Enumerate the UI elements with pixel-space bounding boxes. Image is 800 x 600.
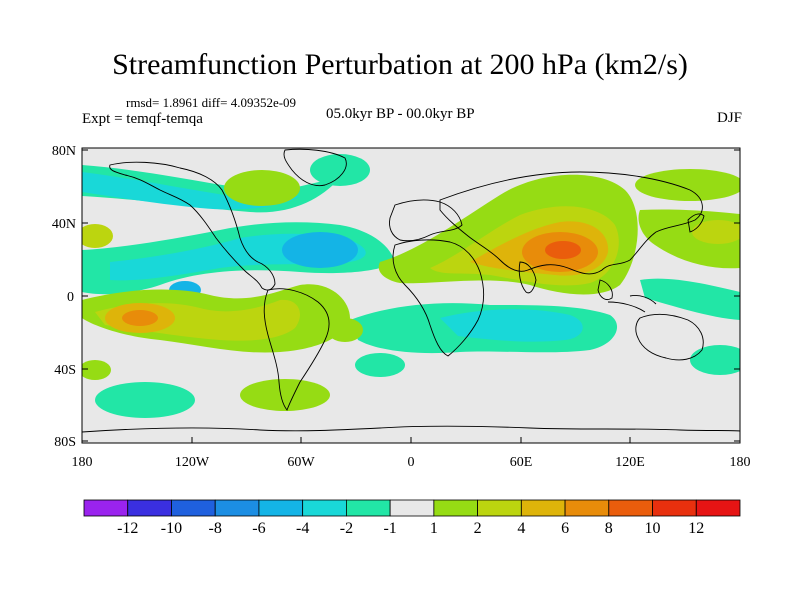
legend-swatch xyxy=(389,499,435,517)
legend-label: -12 xyxy=(117,520,138,537)
legend-swatch xyxy=(345,499,391,517)
season-label: DJF xyxy=(716,110,742,126)
y-tick-label: 40S xyxy=(54,363,76,378)
legend-swatch xyxy=(214,499,260,517)
y-tick-marks xyxy=(82,149,740,442)
legend-swatch xyxy=(608,499,653,517)
legend-label: 8 xyxy=(605,520,613,537)
legend-swatch xyxy=(302,499,347,517)
legend-label: 10 xyxy=(645,520,661,537)
figure-title: Streamfunction Perturbation at 200 hPa (… xyxy=(112,48,688,81)
legend-label: -6 xyxy=(252,520,265,537)
y-tick-label: 80S xyxy=(54,435,76,450)
x-tick-label: 180 xyxy=(72,455,93,470)
legend-swatch xyxy=(564,499,610,517)
stats-text: rmsd= 1.8961 diff= 4.09352e-09 xyxy=(126,95,297,110)
legend-label: 12 xyxy=(688,520,704,537)
legend-swatch xyxy=(258,499,304,517)
legend-label: -10 xyxy=(161,520,182,537)
experiment-label: Expt = temqf-temqa xyxy=(82,111,203,127)
legend-swatch xyxy=(520,499,566,517)
contour-field xyxy=(82,154,740,418)
legend-label: 2 xyxy=(474,520,482,537)
legend-label: -4 xyxy=(296,520,309,537)
x-tick-marks xyxy=(81,437,741,443)
x-tick-label: 60E xyxy=(510,455,533,470)
y-tick-label: 0 xyxy=(67,290,74,305)
legend-label: 6 xyxy=(561,520,569,537)
legend-label: -8 xyxy=(209,520,222,537)
legend-swatch xyxy=(83,499,129,517)
x-tick-label: 120E xyxy=(615,455,645,470)
x-tick-label: 120W xyxy=(175,455,210,470)
legend-swatch xyxy=(127,499,172,517)
legend-swatch xyxy=(652,499,697,517)
y-tick-label: 40N xyxy=(52,217,76,232)
legend-label: -1 xyxy=(383,520,396,537)
x-tick-label: 60W xyxy=(287,455,315,470)
y-tick-label: 80N xyxy=(52,144,76,159)
x-tick-label: 180 xyxy=(730,455,751,470)
legend-swatch xyxy=(695,499,741,517)
legend-label: -2 xyxy=(340,520,353,537)
legend-colorbar: -12 -10 -8 -6 -4 -2 -1 1 2 4 6 8 10 12 xyxy=(83,499,741,537)
legend-label: 4 xyxy=(517,520,525,537)
legend-swatch xyxy=(433,499,479,517)
legend-swatch xyxy=(171,499,216,517)
period-label: 05.0kyr BP - 00.0kyr BP xyxy=(326,106,475,122)
legend-label: 1 xyxy=(430,520,438,537)
x-tick-label: 0 xyxy=(408,455,415,470)
legend-swatch xyxy=(477,499,522,517)
coastlines xyxy=(82,148,740,433)
